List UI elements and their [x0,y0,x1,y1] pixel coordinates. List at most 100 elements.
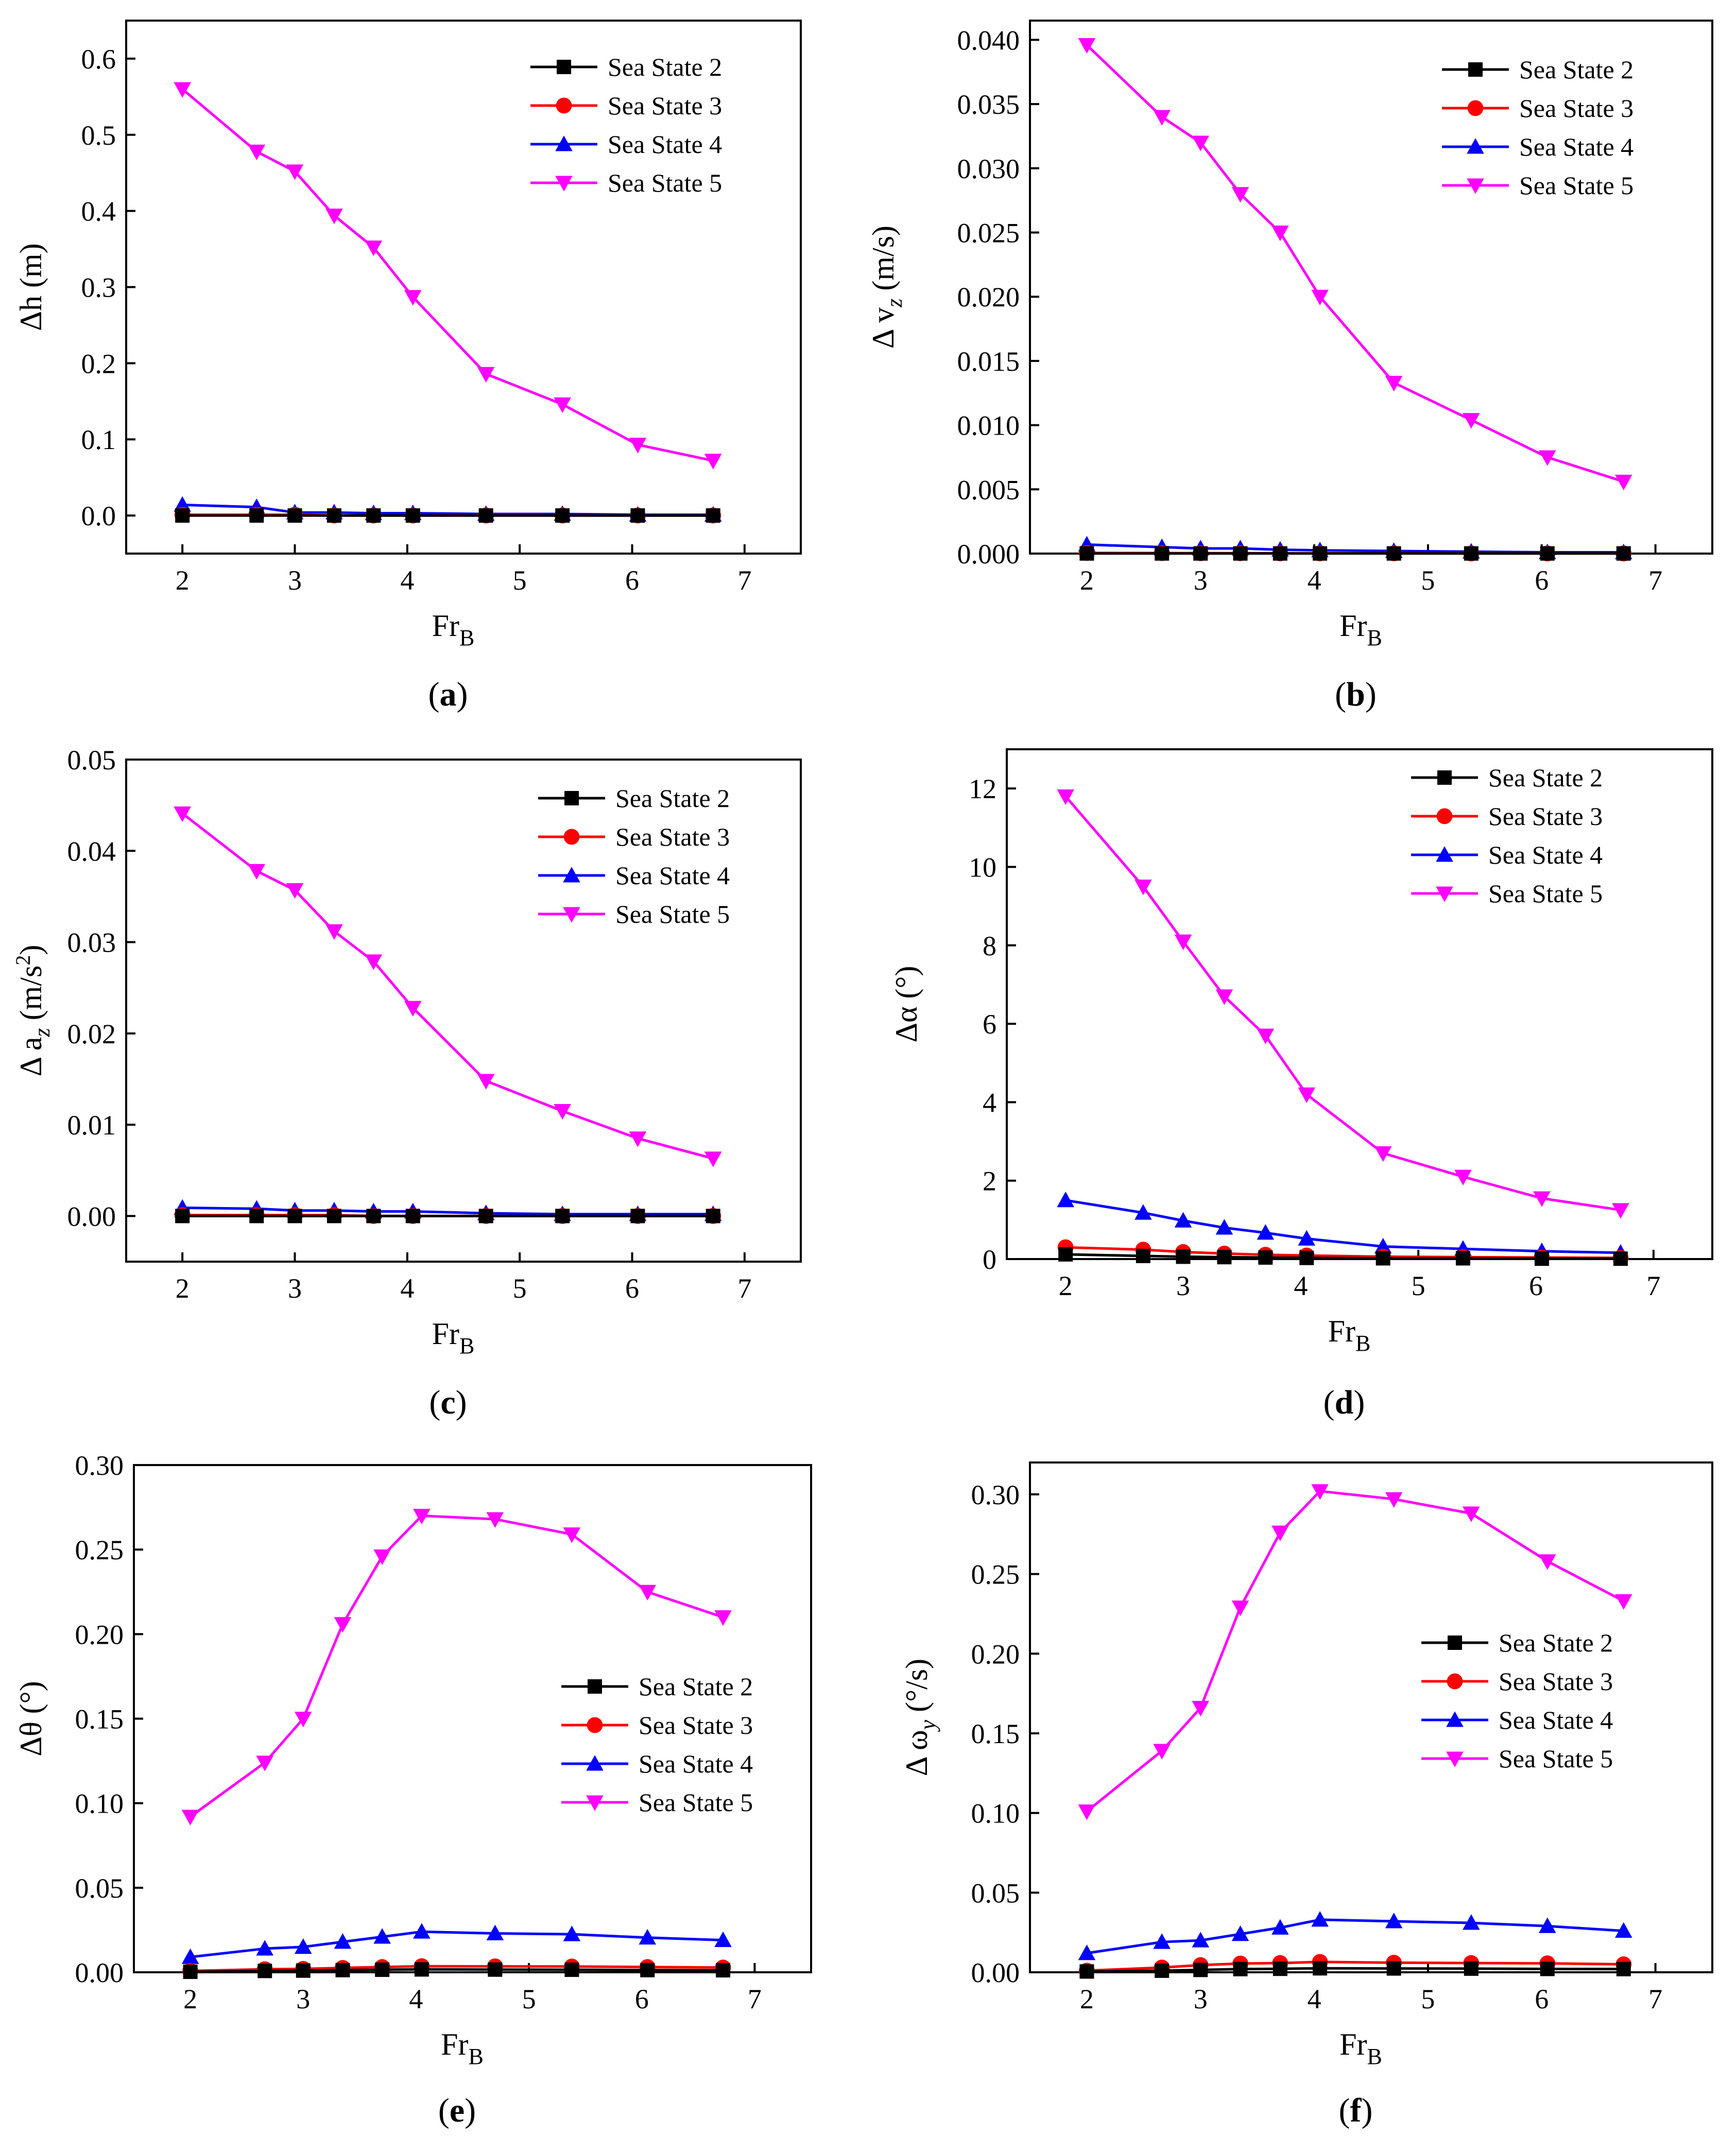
data-point [706,508,720,523]
data-point [1174,1212,1192,1228]
y-tick-label: 0.15 [971,1718,1020,1749]
series-line-5 [181,88,714,462]
data-point [257,1964,272,1978]
x-tick-label: 5 [522,1984,536,2015]
legend-label: Sea State 5 [1519,171,1634,200]
y-tick-label: 0.10 [971,1798,1020,1829]
plot-frame [125,759,802,1263]
data-point [1538,1917,1556,1933]
legend-marker [588,1679,602,1694]
legend-marker [586,1795,604,1811]
legend-label: Sea State 5 [1488,879,1603,908]
legend-marker [1467,100,1484,116]
x-tick-label: 7 [737,1273,751,1304]
data-point [1616,1961,1631,1976]
y-tick-label: 0.30 [75,1450,124,1481]
data-point [413,1509,431,1525]
data-point [294,1712,312,1728]
data-point [1538,450,1556,466]
legend-marker [1447,1673,1463,1690]
data-point [1464,1961,1479,1976]
legend-label: Sea State 5 [615,900,730,928]
data-point [1271,1919,1289,1935]
y-tick-label: 8 [983,931,996,961]
data-point [1455,1251,1470,1266]
caption-paren-open: ( [1324,1384,1335,1421]
data-point [639,1585,657,1601]
legend: Sea State 2 Sea State 3 Sea State 4 Sea Sta… [1421,1628,1613,1773]
y-tick-label: 0.00 [971,1957,1020,1988]
x-tick-label: 2 [176,565,190,596]
legend-marker [1446,1751,1464,1767]
y-tick-label: 0.15 [75,1704,124,1735]
x-tick-label: 2 [1080,565,1094,596]
caption-paren-open: ( [428,676,440,713]
data-point [365,240,383,256]
data-point [1298,1230,1316,1246]
y-tick-label: 0.04 [67,836,116,867]
x-axis-label-main: Fr [1339,609,1367,643]
caption-paren-close: ) [1365,676,1377,713]
data-point [1612,1203,1629,1219]
legend-marker [563,867,580,883]
data-point [478,508,493,523]
data-point [326,1209,341,1224]
legend-label: Sea State 2 [1519,55,1634,84]
data-point [1534,1251,1549,1266]
data-point [287,1209,302,1224]
data-point [175,508,190,523]
data-point [630,508,645,523]
data-point [1614,1922,1632,1938]
legend-marker [1467,178,1484,194]
legend-label: Sea State 3 [639,1711,753,1740]
x-axis-label-main: Fr [432,1317,459,1351]
data-point [1153,1933,1171,1949]
legend-label: Sea State 5 [1499,1744,1613,1773]
data-point [365,954,383,970]
x-tick-label: 4 [1294,1270,1308,1301]
data-point [1193,546,1208,561]
series-line-3 [1087,1960,1624,1972]
data-point [1463,1506,1480,1522]
series-line-4 [1065,1199,1621,1254]
data-point [1233,1961,1248,1976]
data-point [1257,1224,1275,1240]
legend-label: Sea State 4 [639,1749,753,1778]
y-axis-label: Δθ (°) [14,1681,48,1756]
panel-caption: (e) [438,2092,476,2129]
data-point [174,496,191,512]
legend-label: Sea State 4 [608,130,722,159]
caption-paren-close: ) [1353,1384,1365,1421]
y-tick-label: 10 [969,852,996,883]
caption-paren-open: ( [429,1384,440,1421]
data-point [1079,1964,1094,1979]
caption-letter: a [440,676,457,713]
y-axis-label: Δh (m) [14,243,48,331]
series-line-5 [181,812,714,1160]
x-axis-label-subscript: B [1355,1331,1370,1356]
caption-paren-close: ) [465,2092,476,2129]
data-point [478,1209,493,1224]
legend-label: Sea State 2 [1499,1628,1613,1657]
legend-marker [563,907,580,923]
x-tick-label: 2 [176,1273,190,1304]
x-tick-label: 5 [513,1273,527,1304]
x-tick-label: 3 [288,1273,302,1304]
legend-marker [1448,1635,1462,1650]
data-point [1155,1963,1170,1978]
data-point [714,1931,732,1948]
data-point [1454,1169,1472,1185]
data-point [325,924,343,940]
data-point [486,1512,504,1528]
y-axis-label-main: Δθ (°) [14,1681,48,1756]
data-point [326,508,341,523]
y-tick-label: 0.5 [81,120,116,151]
caption-paren-close: ) [1361,2092,1372,2129]
legend-marker [1436,886,1453,902]
legend: Sea State 2 Sea State 3 Sea State 4 Sea Sta… [538,784,730,928]
data-point [325,209,343,225]
x-axis-label-main: Fr [441,2027,468,2061]
series-line-5 [1064,795,1621,1212]
x-tick-label: 5 [513,565,527,596]
x-tick-label: 7 [1646,1270,1660,1301]
